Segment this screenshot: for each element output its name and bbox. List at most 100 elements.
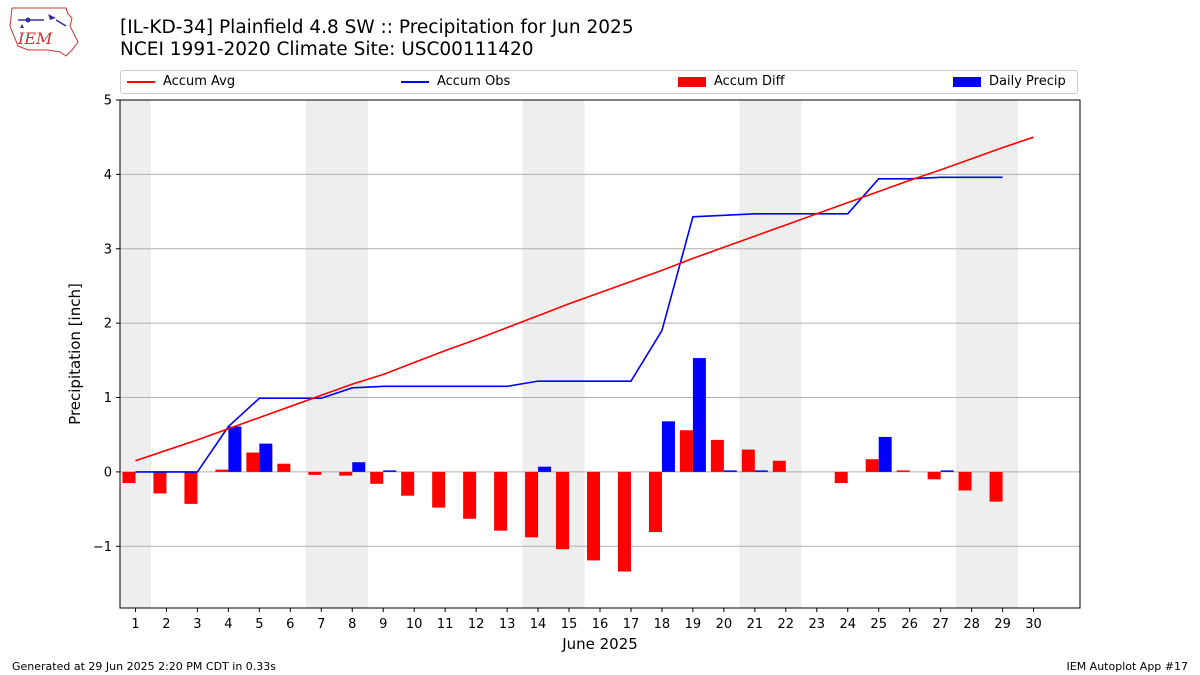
diff-bar — [958, 471, 972, 491]
diff-bar — [246, 452, 260, 472]
x-tick-label: 2 — [162, 617, 170, 632]
y-tick-label: 1 — [104, 391, 112, 406]
x-axis-label: June 2025 — [561, 635, 638, 653]
x-tick-label: 27 — [932, 617, 949, 632]
x-tick-label: 12 — [468, 617, 485, 632]
footer-app: IEM Autoplot App #17 — [1066, 660, 1189, 673]
diff-bar — [617, 471, 631, 572]
x-tick-label: 9 — [379, 617, 387, 632]
x-tick-label: 6 — [286, 617, 294, 632]
legend-swatch-daily-precip — [953, 76, 981, 87]
daily-precip-bar — [538, 466, 552, 472]
legend-item-accum-diff: Accum Diff — [678, 74, 785, 89]
legend-swatch-accum-obs — [401, 80, 429, 83]
daily-precip-bar — [878, 436, 892, 472]
diff-bar — [153, 471, 167, 494]
daily-precip-bar — [754, 470, 768, 472]
diff-bar — [494, 471, 508, 531]
y-tick-label: 0 — [104, 465, 112, 480]
y-tick-label: 2 — [104, 317, 112, 332]
x-tick-label: 29 — [994, 617, 1011, 632]
daily-precip-bar — [940, 470, 954, 472]
diff-bar — [927, 471, 941, 480]
diff-bar — [989, 471, 1003, 502]
x-tick-label: 30 — [1025, 617, 1042, 632]
x-tick-label: 23 — [809, 617, 826, 632]
y-tick-label: 4 — [104, 168, 112, 183]
weekend-band — [305, 100, 368, 608]
diff-bar — [679, 430, 693, 472]
x-tick-label: 21 — [747, 617, 764, 632]
diff-bar — [741, 449, 755, 472]
diff-bar — [215, 469, 229, 472]
diff-bar — [401, 471, 415, 496]
weekend-band — [739, 100, 802, 608]
diff-bar — [184, 471, 198, 504]
logo-text: IEM — [17, 29, 53, 48]
x-tick-label: 16 — [592, 617, 609, 632]
legend-swatch-accum-avg — [127, 80, 155, 83]
weekend-band — [120, 100, 151, 608]
diff-bar — [432, 471, 446, 508]
iem-logo: IEM — [9, 7, 79, 57]
diff-bar — [587, 471, 600, 561]
daily-precip-bar — [692, 358, 706, 472]
x-tick-label: 18 — [654, 617, 671, 632]
legend: Accum Avg Accum Obs Accum Diff Daily Pre… — [120, 70, 1078, 94]
diff-bar — [896, 470, 910, 472]
diff-bar — [370, 471, 384, 484]
daily-precip-bar — [723, 470, 737, 472]
daily-precip-bar — [661, 421, 675, 472]
x-tick-label: 11 — [437, 617, 454, 632]
x-tick-label: 15 — [561, 617, 578, 632]
diff-bar — [122, 471, 136, 484]
x-tick-label: 7 — [317, 617, 325, 632]
weekend-band — [956, 100, 1019, 608]
daily-precip-bar — [228, 426, 242, 472]
x-tick-label: 10 — [406, 617, 423, 632]
x-tick-label: 19 — [685, 617, 702, 632]
diff-bar — [648, 471, 662, 533]
x-tick-label: 3 — [193, 617, 201, 632]
legend-swatch-accum-diff — [678, 76, 706, 87]
footer-generated: Generated at 29 Jun 2025 2:20 PM CDT in … — [12, 660, 277, 673]
x-tick-label: 28 — [963, 617, 980, 632]
diff-bar — [277, 463, 291, 472]
diff-bar — [710, 439, 724, 472]
x-tick-label: 25 — [870, 617, 887, 632]
chart-subtitle: NCEI 1991-2020 Climate Site: USC00111420 — [120, 39, 534, 60]
x-tick-label: 1 — [131, 617, 139, 632]
y-tick-label: 3 — [104, 242, 112, 257]
diff-bar — [308, 471, 322, 475]
y-tick-label: −1 — [93, 540, 112, 555]
diff-bar — [834, 471, 848, 484]
accum-obs-line — [135, 176, 1003, 473]
legend-item-accum-avg: Accum Avg — [127, 74, 235, 89]
diff-bar — [865, 459, 879, 472]
legend-item-daily-precip: Daily Precip — [953, 74, 1066, 89]
y-tick-label: 5 — [104, 94, 112, 109]
x-tick-label: 8 — [348, 617, 356, 632]
y-axis-label: Precipitation [inch] — [66, 283, 84, 425]
legend-label: Accum Avg — [163, 74, 236, 89]
x-tick-label: 14 — [530, 617, 547, 632]
x-tick-label: 5 — [255, 617, 263, 632]
diff-bar — [556, 471, 570, 550]
legend-label: Daily Precip — [989, 74, 1066, 89]
legend-label: Accum Diff — [714, 74, 785, 89]
accum-avg-line — [135, 136, 1034, 462]
daily-precip-bar — [259, 443, 273, 472]
x-tick-label: 24 — [839, 617, 856, 632]
daily-precip-bar — [383, 470, 397, 472]
x-tick-label: 4 — [224, 617, 232, 632]
daily-precip-bar — [352, 462, 366, 472]
diff-bar — [525, 471, 539, 538]
chart-title: [IL-KD-34] Plainfield 4.8 SW :: Precipit… — [120, 17, 634, 38]
x-tick-label: 13 — [499, 617, 516, 632]
x-tick-label: 26 — [901, 617, 918, 632]
x-tick-label: 22 — [778, 617, 795, 632]
diff-bar — [463, 471, 477, 519]
legend-item-accum-obs: Accum Obs — [401, 74, 510, 89]
x-tick-label: 17 — [623, 617, 640, 632]
